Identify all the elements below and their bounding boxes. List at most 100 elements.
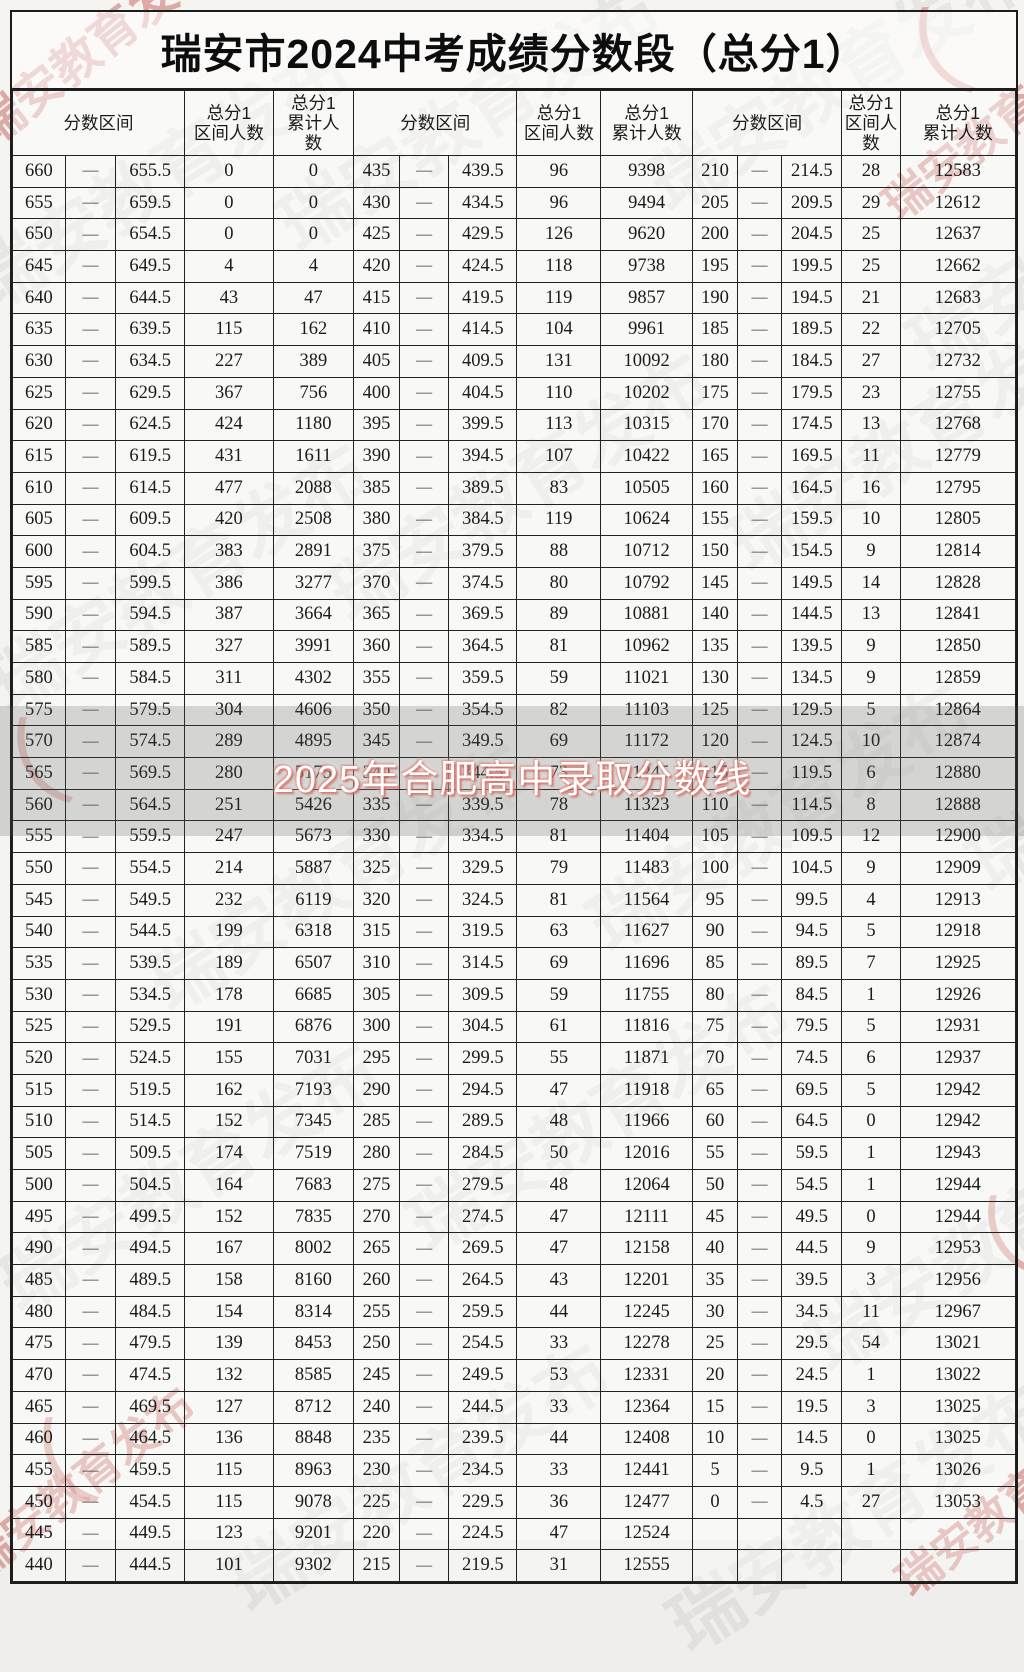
range-dash-cell: —	[737, 1010, 783, 1044]
range-dash-cell: —	[64, 1295, 117, 1329]
cumulative-count-cell: 10092	[600, 345, 693, 378]
score-start-cell: 555	[12, 820, 66, 854]
score-end-cell: 434.5	[448, 186, 518, 220]
range-dash-cell: —	[737, 186, 783, 220]
score-end-cell	[781, 1517, 843, 1551]
score-start-cell: 120	[691, 725, 739, 759]
range-dash-cell: —	[737, 662, 783, 695]
cumulative-count-cell: 11627	[600, 915, 693, 949]
range-dash-cell: —	[737, 1327, 783, 1361]
score-end-cell: 544.5	[115, 915, 185, 949]
interval-count-cell: 79	[516, 852, 602, 885]
range-dash-cell: —	[737, 566, 783, 600]
score-end-cell: 274.5	[448, 1200, 518, 1234]
interval-count-cell: 69	[516, 947, 602, 980]
interval-count-cell: 5	[841, 693, 901, 727]
score-start-cell	[691, 1517, 739, 1551]
range-dash-cell: —	[399, 1517, 450, 1551]
interval-count-cell: 115	[184, 1454, 274, 1487]
cumulative-count-cell: 2088	[272, 471, 354, 505]
score-start-cell: 300	[352, 1010, 401, 1044]
interval-count-cell: 164	[184, 1169, 274, 1202]
score-end-cell: 14.5	[781, 1422, 843, 1456]
score-end-cell: 414.5	[448, 313, 518, 347]
cumulative-count-cell: 0	[272, 218, 354, 252]
cumulative-count-cell: 13022	[899, 1359, 1017, 1392]
score-end-cell: 619.5	[115, 440, 185, 473]
table-row: 485—489.5 158 8160 260—264.5 43 12201 35—39.5 3…	[12, 1264, 1017, 1297]
interval-count-cell: 4	[841, 883, 901, 917]
score-end-cell: 294.5	[448, 1073, 518, 1107]
interval-count-cell: 158	[184, 1264, 274, 1297]
score-end-cell: 109.5	[781, 820, 843, 854]
table-row: 490—494.5 167 8002 265—269.5 47 12158 40—44.5 9…	[12, 1232, 1017, 1266]
interval-count-cell: 6	[841, 1042, 901, 1075]
score-end-cell: 114.5	[781, 788, 843, 822]
table-row: 610—614.5 477 2088 385—389.5 83 10505 160—164.…	[12, 471, 1017, 505]
interval-count-cell: 1	[841, 1359, 901, 1392]
score-start-cell: 215	[352, 1549, 401, 1582]
table-row: 480—484.5 154 8314 255—259.5 44 12245 30—34.5 1…	[12, 1295, 1017, 1329]
range-dash-cell: —	[737, 1169, 783, 1202]
score-start-cell: 225	[352, 1485, 401, 1519]
score-start-cell: 430	[352, 186, 401, 220]
range-dash-cell: —	[399, 1232, 450, 1266]
header-range-3: 分数区间	[691, 90, 843, 156]
range-dash-cell: —	[64, 1517, 117, 1551]
score-end-cell: 659.5	[115, 186, 185, 220]
cumulative-count-cell: 12913	[899, 883, 1017, 917]
score-end-cell: 164.5	[781, 471, 843, 505]
range-dash-cell: —	[64, 883, 117, 917]
range-dash-cell: —	[64, 598, 117, 632]
interval-count-cell: 50	[516, 1137, 602, 1170]
range-dash-cell: —	[737, 1232, 783, 1266]
score-end-cell: 224.5	[448, 1517, 518, 1551]
range-dash-cell: —	[737, 1105, 783, 1139]
cumulative-count-cell: 12944	[899, 1200, 1017, 1234]
cumulative-count-cell: 9302	[272, 1549, 354, 1582]
interval-count-cell: 61	[516, 1010, 602, 1044]
score-start-cell: 220	[352, 1517, 401, 1551]
cumulative-count-cell: 10881	[600, 598, 693, 632]
interval-count-cell: 119	[516, 503, 602, 537]
score-end-cell: 404.5	[448, 376, 518, 410]
interval-count-cell: 232	[184, 883, 274, 917]
cumulative-count-cell: 8963	[272, 1454, 354, 1487]
score-start-cell: 480	[12, 1295, 66, 1329]
cumulative-count-cell: 10202	[600, 376, 693, 410]
interval-count-cell: 22	[841, 313, 901, 347]
score-end-cell: 284.5	[448, 1137, 518, 1170]
interval-count-cell: 48	[516, 1169, 602, 1202]
range-dash-cell: —	[64, 693, 117, 727]
score-start-cell: 600	[12, 535, 66, 568]
range-dash-cell: —	[399, 471, 450, 505]
table-row: 525—529.5 191 6876 300—304.5 61 11816 75—79.5 5…	[12, 1010, 1017, 1044]
score-end-cell: 29.5	[781, 1327, 843, 1361]
interval-count-cell: 118	[516, 250, 602, 283]
cumulative-count-cell: 4606	[272, 693, 354, 727]
score-end-cell: 489.5	[115, 1264, 185, 1297]
score-start-cell: 25	[691, 1327, 739, 1361]
interval-count-cell: 25	[841, 250, 901, 283]
table-row: 495—499.5 152 7835 270—274.5 47 12111 45—49.5 0…	[12, 1200, 1017, 1234]
range-dash-cell: —	[64, 788, 117, 822]
score-start-cell: 505	[12, 1137, 66, 1170]
cumulative-count-cell: 12926	[899, 978, 1017, 1012]
interval-count-cell: 0	[184, 218, 274, 252]
cumulative-count-cell: 5673	[272, 820, 354, 854]
score-end-cell: 379.5	[448, 535, 518, 568]
score-start-cell: 295	[352, 1042, 401, 1075]
range-dash-cell: —	[399, 1010, 450, 1044]
range-dash-cell: —	[64, 820, 117, 854]
score-end-cell: 634.5	[115, 345, 185, 378]
range-dash-cell: —	[737, 915, 783, 949]
score-end-cell: 389.5	[448, 471, 518, 505]
score-end-cell: 119.5	[781, 757, 843, 790]
score-start-cell: 160	[691, 471, 739, 505]
range-dash-cell: —	[737, 820, 783, 854]
interval-count-cell: 12	[841, 820, 901, 854]
score-start-cell: 400	[352, 376, 401, 410]
table-row: 465—469.5 127 8712 240—244.5 33 12364 15—19.5 3…	[12, 1390, 1017, 1424]
score-end-cell: 219.5	[448, 1549, 518, 1582]
cumulative-count-cell: 6119	[272, 883, 354, 917]
